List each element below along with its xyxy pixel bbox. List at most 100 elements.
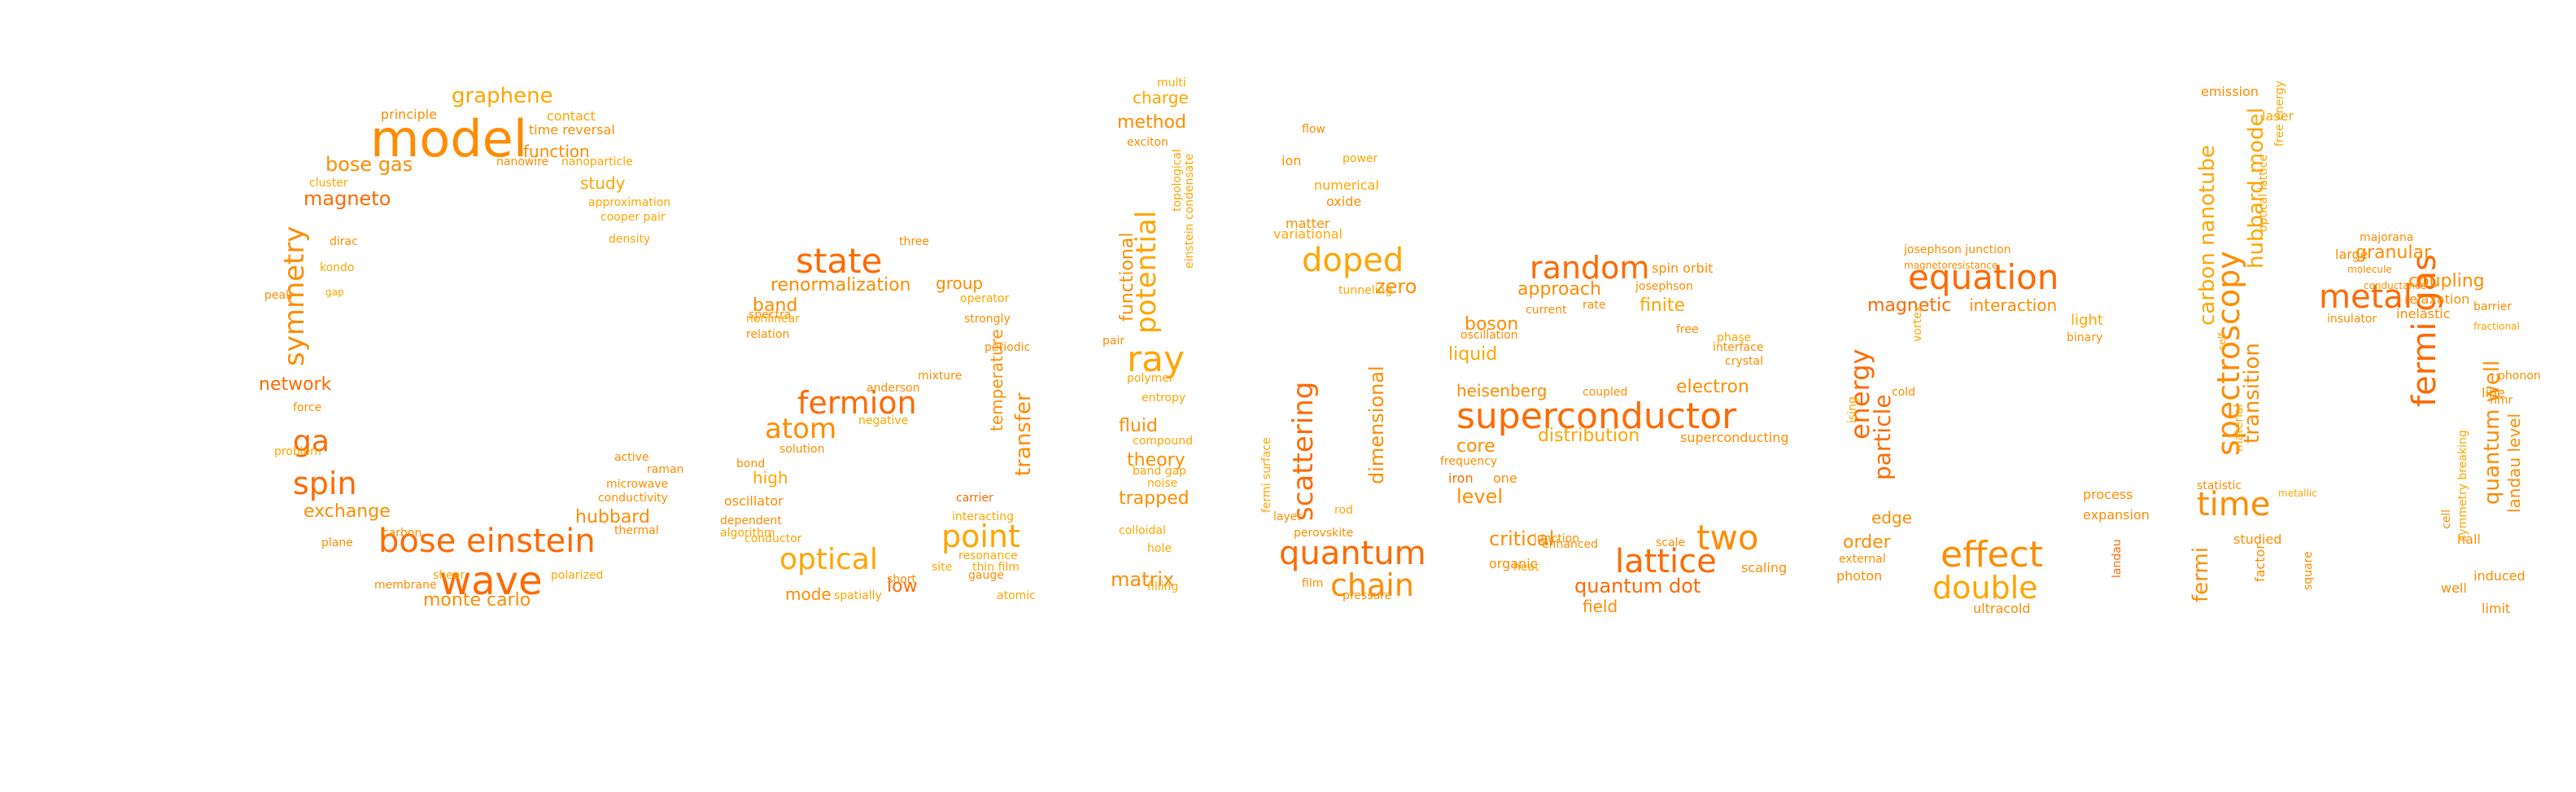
word-statistic: statistic	[2197, 479, 2242, 492]
word-spin: spin	[293, 466, 357, 501]
word-photon: photon	[1836, 568, 1883, 584]
word-fermion: fermion	[797, 385, 917, 421]
word-insulator: insulator	[2327, 313, 2377, 326]
word-heat: heat	[1513, 561, 1539, 574]
word-strongly: strongly	[964, 313, 1011, 326]
word-binary: binary	[2067, 331, 2103, 344]
word-induced: induced	[2473, 568, 2526, 584]
word-conductor: conductor	[744, 532, 802, 545]
word-film: film	[1302, 577, 1324, 590]
word-core: core	[1456, 436, 1495, 457]
word-band: band	[753, 295, 798, 316]
word-liquid: liquid	[1448, 344, 1498, 365]
word-hall: hall	[2457, 532, 2481, 547]
word-study: study	[580, 173, 626, 193]
word-cooper-pair: cooper pair	[600, 211, 666, 224]
word-rate: rate	[1583, 299, 1606, 312]
word-limit: limit	[2482, 601, 2511, 616]
word-fermi: fermi	[2189, 547, 2213, 602]
word-exchange: exchange	[303, 501, 391, 522]
word-atomic: atomic	[997, 589, 1036, 602]
word-carrier: carrier	[956, 492, 993, 505]
word-barrier: barrier	[2473, 300, 2512, 313]
word-membrane: membrane	[374, 579, 437, 592]
word-interacting: interacting	[952, 510, 1015, 523]
word-free-energy: free energy	[2273, 81, 2286, 147]
word-ga: ga	[293, 425, 330, 458]
word-ray: ray	[1127, 339, 1185, 380]
word-anderson: anderson	[867, 382, 920, 395]
word-frequency: frequency	[1440, 455, 1498, 468]
word-scattering: scattering	[1287, 381, 1320, 521]
word-spectra: spectra	[749, 308, 792, 322]
word-algorithm: algorithm	[720, 527, 775, 540]
word-tunneling: tunneling	[1338, 284, 1393, 297]
word-carbon-nanotube: carbon nanotube	[2195, 144, 2220, 326]
word-principle: principle	[381, 107, 438, 122]
word-oxide: oxide	[1326, 194, 1362, 209]
word-finite: finite	[1639, 295, 1686, 316]
word-nmr: nmr	[2490, 394, 2513, 407]
word-thin-film: thin film	[972, 561, 1019, 574]
word-low: low	[887, 576, 918, 597]
word-filling: filling	[1147, 580, 1179, 593]
word-spin-orbit: spin orbit	[1652, 260, 1714, 276]
word-pressure: pressure	[1343, 589, 1392, 602]
word-temperature: temperature	[987, 329, 1006, 431]
word-raman: raman	[647, 463, 684, 476]
word-transfer: transfer	[1011, 392, 1036, 476]
word-conductivity: conductivity	[598, 492, 668, 505]
word-dirac: dirac	[330, 235, 358, 248]
word-multi: multi	[1157, 77, 1186, 90]
word-graphene: graphene	[452, 84, 553, 108]
word-polymer: polymer	[1127, 372, 1174, 385]
word-metal: metal	[2319, 278, 2412, 316]
word-group: group	[936, 273, 984, 293]
word-function: function	[523, 142, 590, 161]
word-cluster: cluster	[309, 177, 348, 190]
word-scaling: scaling	[1741, 560, 1788, 575]
word-superconducting: superconducting	[1680, 430, 1789, 445]
word-light: light	[2071, 312, 2103, 329]
word-relaxation: relaxation	[2404, 291, 2470, 307]
word-line: line	[2482, 385, 2505, 400]
word-hubbard: hubbard	[575, 507, 650, 527]
word-one: one	[1493, 470, 1517, 486]
word-two: two	[1696, 518, 1759, 558]
word-field: field	[1583, 597, 1618, 616]
word-functional: functional	[1117, 232, 1137, 322]
word-particle: particle	[1869, 394, 1896, 480]
word-layer: layer	[1273, 510, 1303, 523]
word-quantum-dot: quantum dot	[1574, 575, 1701, 597]
word-noise: noise	[1147, 477, 1178, 490]
word-time: time	[2197, 486, 2271, 523]
word-ion: ion	[1281, 153, 1302, 168]
word-fluid: fluid	[1119, 416, 1158, 436]
word-polarized: polarized	[551, 569, 604, 582]
word-kondo: kondo	[320, 261, 355, 274]
word-einstein-condensate: einstein condensate	[1183, 153, 1196, 269]
word-magneto: magneto	[303, 187, 391, 210]
word-coupling: coupling	[2408, 271, 2485, 291]
word-edge: edge	[1871, 508, 1912, 527]
word-fermi-surface: fermi surface	[1260, 437, 1273, 513]
word-quantum: quantum	[1279, 535, 1426, 572]
word-method: method	[1117, 112, 1186, 133]
word-charge: charge	[1133, 88, 1189, 107]
word-atom: atom	[765, 413, 837, 445]
word-josephson: josephson	[1635, 280, 1693, 293]
word-topological: topological	[1171, 149, 1184, 212]
word-numerical: numerical	[1314, 177, 1379, 193]
word-boson: boson	[1465, 314, 1519, 335]
word-majorana: majorana	[2360, 231, 2414, 244]
word-chain: chain	[1330, 567, 1414, 603]
word-shear: shear	[433, 569, 465, 582]
word-approximation: approximation	[588, 196, 671, 209]
word-molecule: molecule	[2347, 264, 2392, 275]
word-magnetic: magnetic	[1867, 295, 1952, 316]
word-peak: peak	[264, 289, 293, 302]
word-band-gap: band gap	[1133, 465, 1187, 478]
word-resonance: resonance	[958, 549, 1018, 562]
word-nonlinear: nonlinear	[746, 313, 800, 326]
word-flow: flow	[1302, 123, 1325, 136]
